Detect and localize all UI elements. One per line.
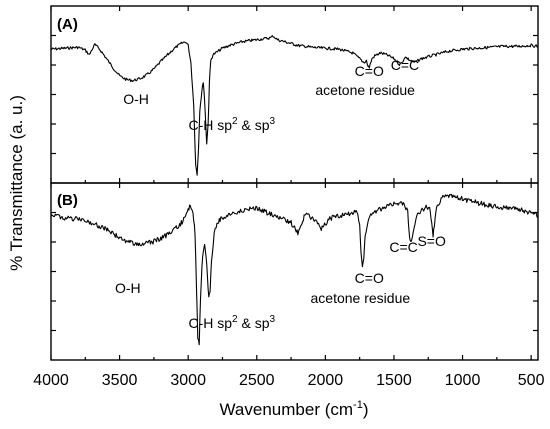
- annotation: C=O: [355, 270, 384, 286]
- panel-a-label: (A): [57, 16, 78, 33]
- x-tick-label: 1000: [445, 372, 481, 389]
- annotation: S=O: [417, 233, 446, 249]
- x-axis-label: Wavenumber (cm-1): [220, 399, 369, 419]
- x-tick-label: 3000: [170, 372, 206, 389]
- x-tick-label: 1500: [376, 372, 412, 389]
- x-tick-label: 2500: [239, 372, 275, 389]
- annotation: C=C: [389, 239, 417, 255]
- annotation: C=C: [391, 57, 419, 73]
- panel-b-frame: [50, 182, 539, 361]
- annotation: O-H: [123, 91, 149, 107]
- spectrum-panel-b: [50, 193, 539, 346]
- panel-b-label: (B): [57, 192, 78, 209]
- axis-ticks: 4000 3500 3000 2500 2000 1500 1000 500: [33, 6, 545, 389]
- annotation: acetone residue: [315, 82, 415, 98]
- y-axis-label: % Transmittance (a. u.): [7, 95, 26, 271]
- annotation: O-H: [115, 280, 141, 296]
- spectra: [50, 35, 539, 346]
- annotation: C-H sp2 & sp3: [188, 116, 275, 133]
- annotation: C-H sp2 & sp3: [188, 314, 275, 331]
- x-tick-label: 500: [518, 372, 545, 389]
- annotation: C=O: [355, 63, 384, 79]
- spectrum-panel-a: [50, 35, 539, 176]
- x-tick-label: 2000: [308, 372, 344, 389]
- chart-labels: O-H C-H sp2 & sp3 C=O acetone residue C=C O-H…: [115, 57, 446, 331]
- x-tick-label: 4000: [33, 372, 69, 389]
- x-tick-label: 3500: [102, 372, 138, 389]
- annotation: acetone residue: [311, 290, 411, 306]
